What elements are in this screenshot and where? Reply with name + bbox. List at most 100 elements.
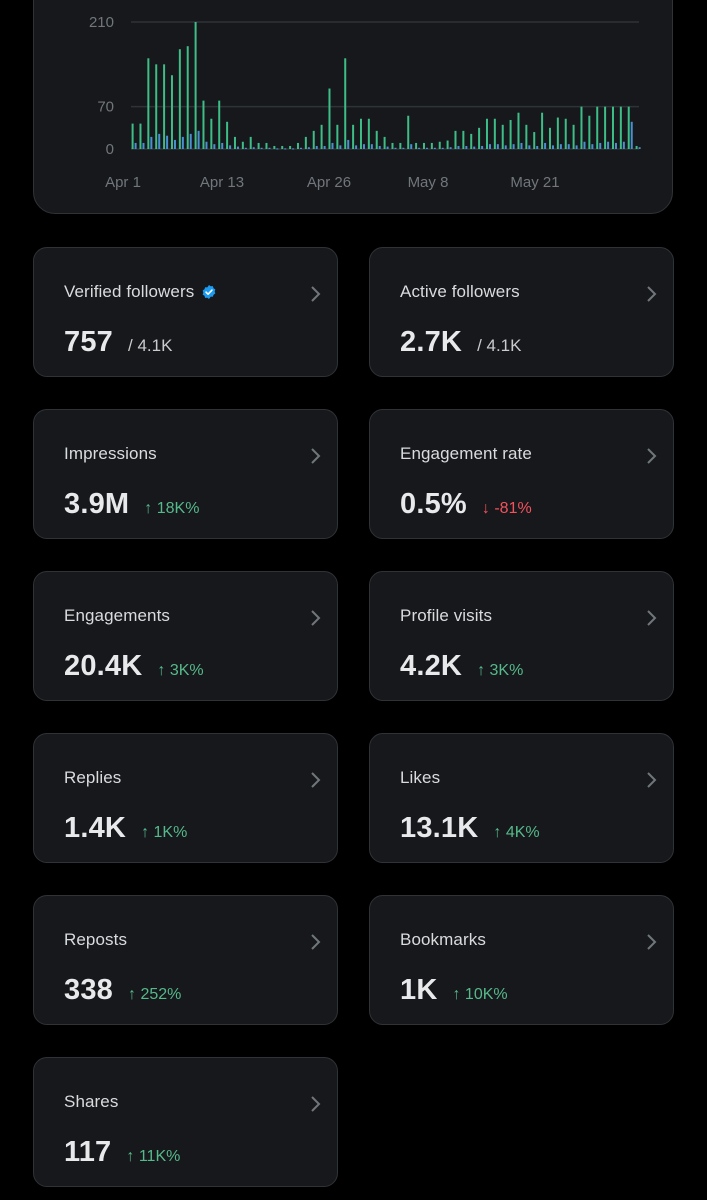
stat-change: ↑ 18K% bbox=[144, 500, 200, 517]
stat-value: 1K bbox=[400, 974, 438, 1006]
stat-card-profile-visits[interactable]: Profile visits 4.2K ↑ 3K% bbox=[369, 571, 674, 701]
stat-label: Verified followers bbox=[64, 282, 217, 302]
stat-card-replies[interactable]: Replies 1.4K ↑ 1K% bbox=[33, 733, 338, 863]
y-tick-label: 210 bbox=[89, 14, 114, 31]
bar-blue bbox=[331, 142, 334, 149]
bar-green bbox=[233, 136, 236, 149]
bar-blue bbox=[465, 145, 468, 149]
chevron-right-icon bbox=[311, 448, 321, 464]
stat-value: 1.4K bbox=[64, 812, 127, 844]
bar-blue bbox=[339, 145, 342, 149]
stat-change: ↓ -81% bbox=[481, 500, 532, 517]
bar-green bbox=[399, 142, 402, 149]
bar-blue bbox=[504, 145, 507, 149]
bar-blue bbox=[473, 146, 476, 149]
bar-green bbox=[328, 88, 331, 149]
stat-card-engagements[interactable]: Engagements 20.4K ↑ 3K% bbox=[33, 571, 338, 701]
bar-green bbox=[525, 124, 528, 149]
stat-label: Engagement rate bbox=[400, 444, 532, 463]
verified-badge-icon bbox=[202, 285, 216, 299]
bar-green bbox=[501, 124, 504, 149]
bar-green bbox=[296, 142, 299, 149]
x-tick-label: May 21 bbox=[510, 174, 559, 191]
bar-blue bbox=[551, 145, 554, 149]
bar-green bbox=[627, 106, 630, 149]
bar-blue bbox=[252, 147, 255, 149]
chevron-right-icon bbox=[647, 772, 657, 788]
stat-card-reposts[interactable]: Reposts 338 ↑ 252% bbox=[33, 895, 338, 1025]
stat-card-active-followers[interactable]: Active followers 2.7K / 4.1K bbox=[369, 247, 674, 377]
bar-green bbox=[415, 142, 418, 149]
stat-label: Impressions bbox=[64, 444, 157, 463]
bar-green bbox=[391, 142, 394, 149]
bar-green bbox=[493, 118, 496, 149]
bar-blue bbox=[142, 142, 145, 149]
bar-blue bbox=[607, 141, 610, 149]
bar-blue bbox=[292, 148, 295, 150]
stat-value: 117 bbox=[64, 1136, 112, 1168]
bar-green bbox=[257, 142, 260, 149]
stat-value: 757 bbox=[64, 326, 113, 358]
bar-blue bbox=[205, 141, 208, 149]
stat-label: Profile visits bbox=[400, 606, 493, 625]
stat-change: ↑ 3K% bbox=[157, 662, 204, 679]
stat-card-verified-followers[interactable]: Verified followers 757 / 4.1K bbox=[33, 247, 338, 377]
bar-blue bbox=[213, 144, 216, 149]
y-tick-label: 0 bbox=[106, 141, 114, 158]
bar-green bbox=[320, 124, 323, 149]
bar-blue bbox=[181, 136, 184, 149]
stat-card-impressions[interactable]: Impressions 3.9M ↑ 18K% bbox=[33, 409, 338, 539]
bar-blue bbox=[567, 144, 570, 149]
stat-card-likes[interactable]: Likes 13.1K ↑ 4K% bbox=[369, 733, 674, 863]
bar-green bbox=[572, 124, 575, 149]
bar-blue bbox=[583, 141, 586, 149]
stat-label: Engagements bbox=[64, 606, 171, 625]
bar-blue bbox=[394, 147, 397, 149]
bar-green bbox=[241, 141, 244, 149]
bar-green bbox=[517, 112, 520, 149]
bar-green bbox=[218, 100, 221, 149]
bar-green bbox=[359, 118, 362, 149]
stat-label: Active followers bbox=[400, 282, 520, 301]
bar-blue bbox=[221, 142, 224, 149]
bar-blue bbox=[229, 145, 232, 149]
bar-green bbox=[265, 142, 268, 149]
bar-green bbox=[210, 118, 213, 149]
bar-blue bbox=[378, 145, 381, 149]
bar-blue bbox=[355, 145, 358, 149]
bar-green bbox=[147, 58, 150, 149]
bar-blue bbox=[410, 144, 413, 149]
bar-blue bbox=[638, 147, 641, 149]
bar-blue bbox=[449, 147, 452, 149]
bar-green bbox=[430, 142, 433, 149]
bar-blue bbox=[433, 147, 436, 149]
bar-blue bbox=[496, 144, 499, 149]
bar-green bbox=[446, 140, 449, 149]
bar-green bbox=[312, 130, 315, 149]
stat-card-shares[interactable]: Shares 117 ↑ 11K% bbox=[33, 1057, 338, 1187]
bar-green bbox=[422, 142, 425, 149]
stat-value: 13.1K bbox=[400, 812, 479, 844]
chart-card: 210 70 0 Apr 1 Apr 13 Apr 26 May 8 May 21 bbox=[33, 0, 673, 214]
bar-blue bbox=[528, 145, 531, 149]
bar-green bbox=[202, 100, 205, 149]
y-tick-label: 70 bbox=[97, 99, 114, 116]
bar-blue bbox=[520, 142, 523, 149]
bar-blue bbox=[536, 145, 539, 149]
stat-label: Shares bbox=[64, 1092, 119, 1111]
chevron-right-icon bbox=[311, 934, 321, 950]
bar-blue bbox=[244, 147, 247, 149]
bar-blue bbox=[370, 144, 373, 149]
bar-blue bbox=[441, 147, 444, 149]
bar-green bbox=[454, 130, 457, 149]
bar-blue bbox=[418, 147, 421, 149]
bar-blue bbox=[347, 139, 350, 149]
bar-green bbox=[470, 133, 473, 149]
chevron-right-icon bbox=[311, 772, 321, 788]
stat-card-engagement-rate[interactable]: Engagement rate 0.5% ↓ -81% bbox=[369, 409, 674, 539]
bar-green bbox=[548, 127, 551, 149]
bar-green bbox=[580, 106, 583, 149]
stat-card-bookmarks[interactable]: Bookmarks 1K ↑ 10K% bbox=[369, 895, 674, 1025]
chevron-right-icon bbox=[647, 610, 657, 626]
bar-green bbox=[588, 115, 591, 149]
